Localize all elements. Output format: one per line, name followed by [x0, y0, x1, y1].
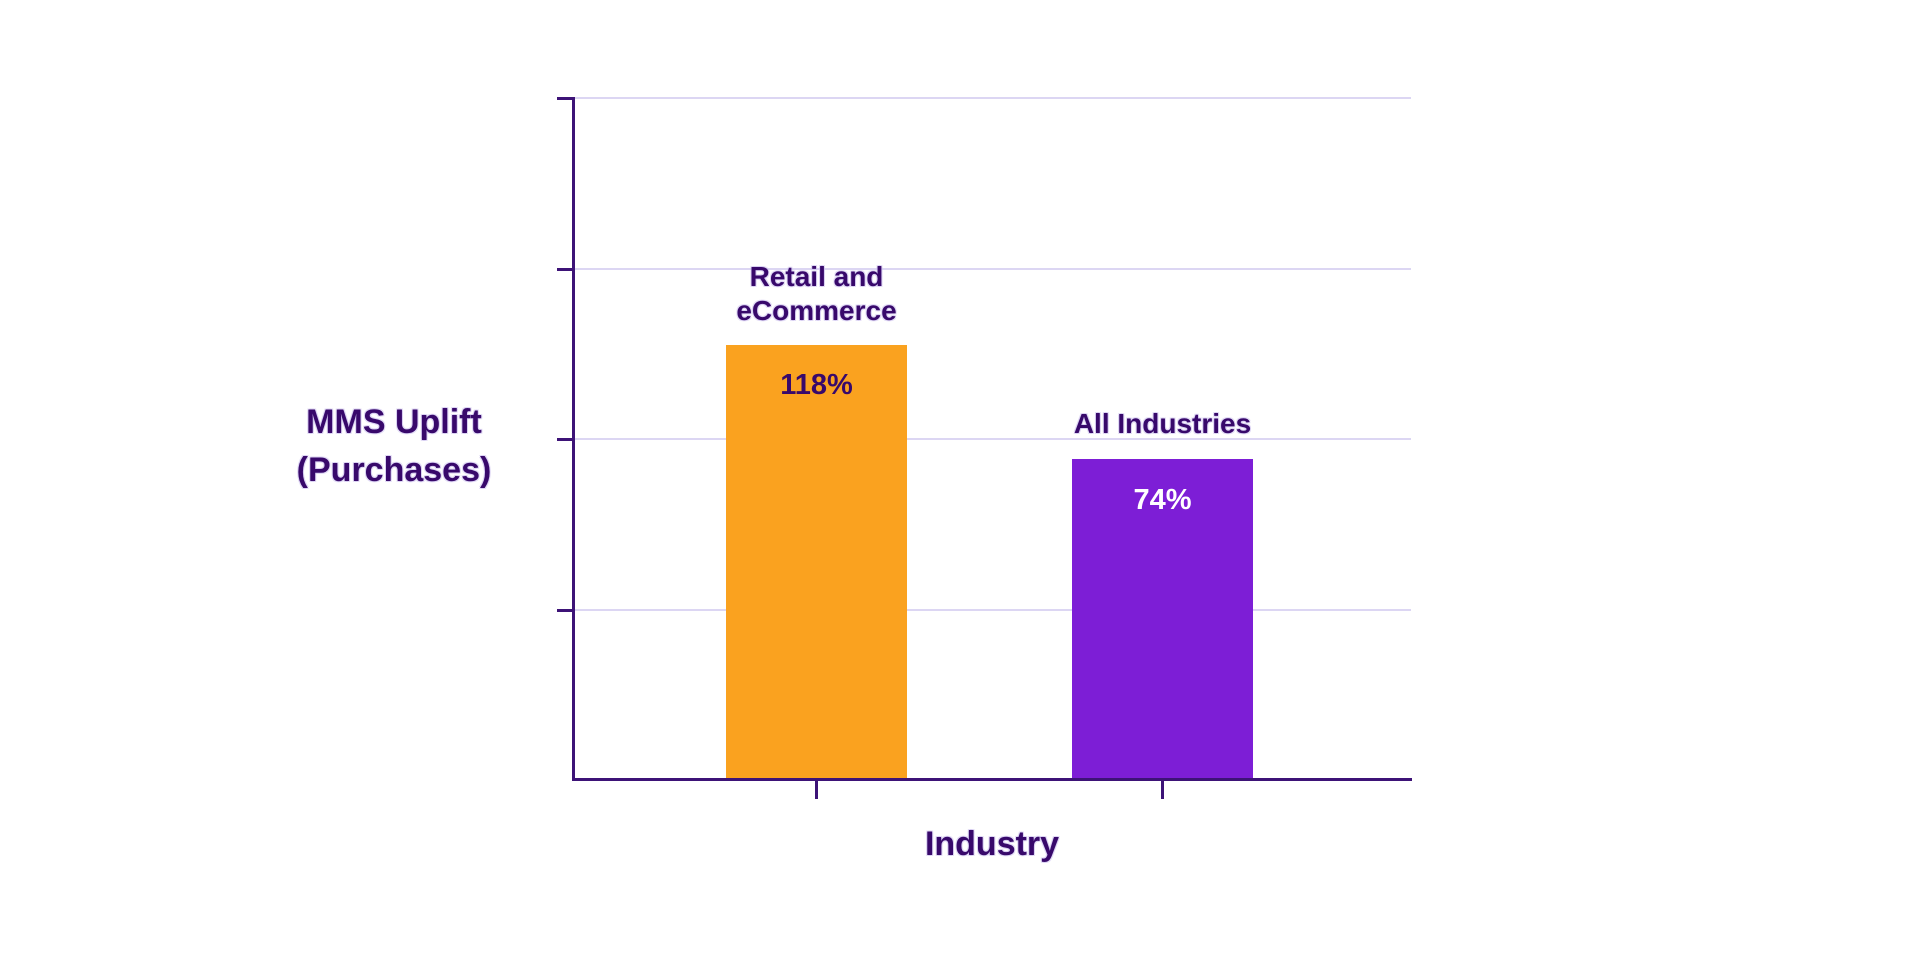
y-axis-title-line: MMS Uplift	[306, 403, 482, 441]
gridline	[573, 268, 1411, 270]
value-label-all-industries: 74%	[1133, 484, 1192, 516]
value-label-retail-ecommerce: 118%	[780, 369, 853, 401]
y-axis-tick	[557, 609, 573, 612]
gridline	[573, 609, 1411, 611]
bar-retail-ecommerce	[726, 345, 907, 780]
category-label-line: Retail and	[749, 261, 884, 292]
y-axis-line	[572, 97, 575, 781]
x-axis-title: Industry	[924, 825, 1060, 863]
y-axis-tick	[557, 438, 573, 441]
x-axis-line	[572, 778, 1412, 781]
category-label-line: All Industries	[1073, 408, 1252, 439]
x-axis-tick	[815, 781, 818, 799]
gridline	[573, 97, 1411, 99]
y-axis-title-line: (Purchases)	[296, 451, 492, 489]
y-axis-tick	[557, 268, 573, 271]
category-label-retail-ecommerce: Retail and eCommerce	[666, 260, 967, 328]
y-axis-tick	[557, 97, 573, 100]
bar-all-industries	[1072, 459, 1253, 780]
category-label-all-industries: All Industries	[1012, 407, 1313, 441]
y-axis-title: MMS Uplift (Purchases)	[244, 398, 544, 494]
x-axis-tick	[1161, 781, 1164, 799]
category-label-line: eCommerce	[736, 295, 897, 326]
gridline	[573, 438, 1411, 440]
